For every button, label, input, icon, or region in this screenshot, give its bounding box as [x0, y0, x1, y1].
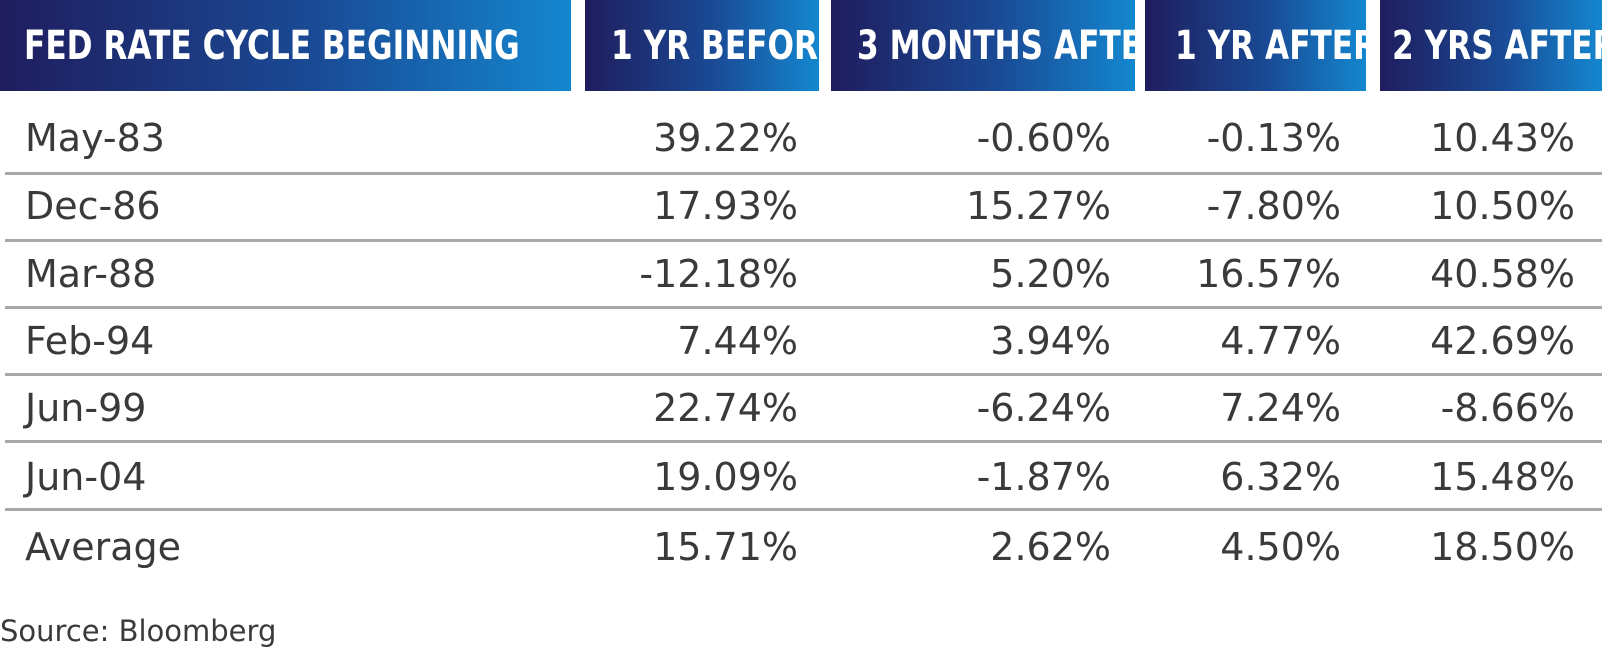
row-divider — [5, 239, 1602, 242]
row-divider — [5, 172, 1602, 175]
header-2-yrs-after: 2 YRS AFTER — [1380, 0, 1602, 91]
cell-3-months-after: 3.94% — [990, 319, 1111, 363]
cell-3-months-after: -0.60% — [976, 116, 1111, 160]
table-row: Mar-88 -12.18% 5.20% 16.57% 40.58% — [5, 240, 1602, 308]
row-label: Mar-88 — [25, 252, 157, 296]
table-row: May-83 39.22% -0.60% -0.13% 10.43% — [5, 104, 1602, 172]
cell-2-yrs-after: 40.58% — [1430, 252, 1575, 296]
cell-1-yr-after: 6.32% — [1220, 455, 1341, 499]
cell-2-yrs-after: -8.66% — [1440, 386, 1575, 430]
header-label: 1 YR BEFORE — [611, 22, 819, 69]
row-divider — [5, 440, 1602, 443]
cell-2-yrs-after: 10.43% — [1430, 116, 1575, 160]
header-3-months-after: 3 MONTHS AFTER — [831, 0, 1135, 91]
header-1-yr-after: 1 YR AFTER — [1145, 0, 1366, 91]
table-row: Jun-99 22.74% -6.24% 7.24% -8.66% — [5, 374, 1602, 442]
row-divider — [5, 306, 1602, 309]
cell-2-yrs-after: 42.69% — [1430, 319, 1575, 363]
row-label: Dec-86 — [25, 184, 161, 228]
cell-1-yr-before: 7.44% — [677, 319, 798, 363]
cell-3-months-after: 15.27% — [966, 184, 1111, 228]
cell-3-months-after: -1.87% — [976, 455, 1111, 499]
cell-1-yr-before: 39.22% — [653, 116, 798, 160]
header-label: 3 MONTHS AFTER — [857, 22, 1135, 69]
header-1-yr-before: 1 YR BEFORE — [585, 0, 819, 91]
cell-1-yr-after: 4.77% — [1220, 319, 1341, 363]
cell-1-yr-before: 17.93% — [653, 184, 798, 228]
table-row: Jun-04 19.09% -1.87% 6.32% 15.48% — [5, 443, 1602, 511]
cell-1-yr-before: -12.18% — [639, 252, 798, 296]
row-label: May-83 — [25, 116, 165, 160]
cell-1-yr-after: -0.13% — [1206, 116, 1341, 160]
cell-1-yr-after: 16.57% — [1196, 252, 1341, 296]
cell-1-yr-before: 19.09% — [653, 455, 798, 499]
row-divider — [5, 373, 1602, 376]
row-label: Feb-94 — [25, 319, 155, 363]
table-row: Feb-94 7.44% 3.94% 4.77% 42.69% — [5, 307, 1602, 375]
cell-1-yr-after: 4.50% — [1220, 525, 1341, 569]
row-label: Average — [25, 525, 182, 569]
header-label: FED RATE CYCLE BEGINNING — [24, 22, 520, 69]
row-label: Jun-99 — [25, 386, 147, 430]
row-label: Jun-04 — [25, 455, 147, 499]
cell-1-yr-before: 22.74% — [653, 386, 798, 430]
table-row-average: Average 15.71% 2.62% 4.50% 18.50% — [5, 513, 1602, 581]
row-divider — [5, 508, 1602, 511]
cell-2-yrs-after: 15.48% — [1430, 455, 1575, 499]
cell-1-yr-after: 7.24% — [1220, 386, 1341, 430]
cell-3-months-after: 2.62% — [990, 525, 1111, 569]
header-label: 1 YR AFTER — [1175, 22, 1366, 69]
cell-1-yr-before: 15.71% — [653, 525, 798, 569]
header-fed-rate-cycle-beginning: FED RATE CYCLE BEGINNING — [0, 0, 571, 91]
source-note: Source: Bloomberg — [0, 614, 277, 648]
cell-3-months-after: 5.20% — [990, 252, 1111, 296]
cell-3-months-after: -6.24% — [976, 386, 1111, 430]
header-label: 2 YRS AFTER — [1392, 22, 1602, 69]
table-row: Dec-86 17.93% 15.27% -7.80% 10.50% — [5, 172, 1602, 240]
cell-2-yrs-after: 18.50% — [1430, 525, 1575, 569]
cell-1-yr-after: -7.80% — [1206, 184, 1341, 228]
cell-2-yrs-after: 10.50% — [1430, 184, 1575, 228]
